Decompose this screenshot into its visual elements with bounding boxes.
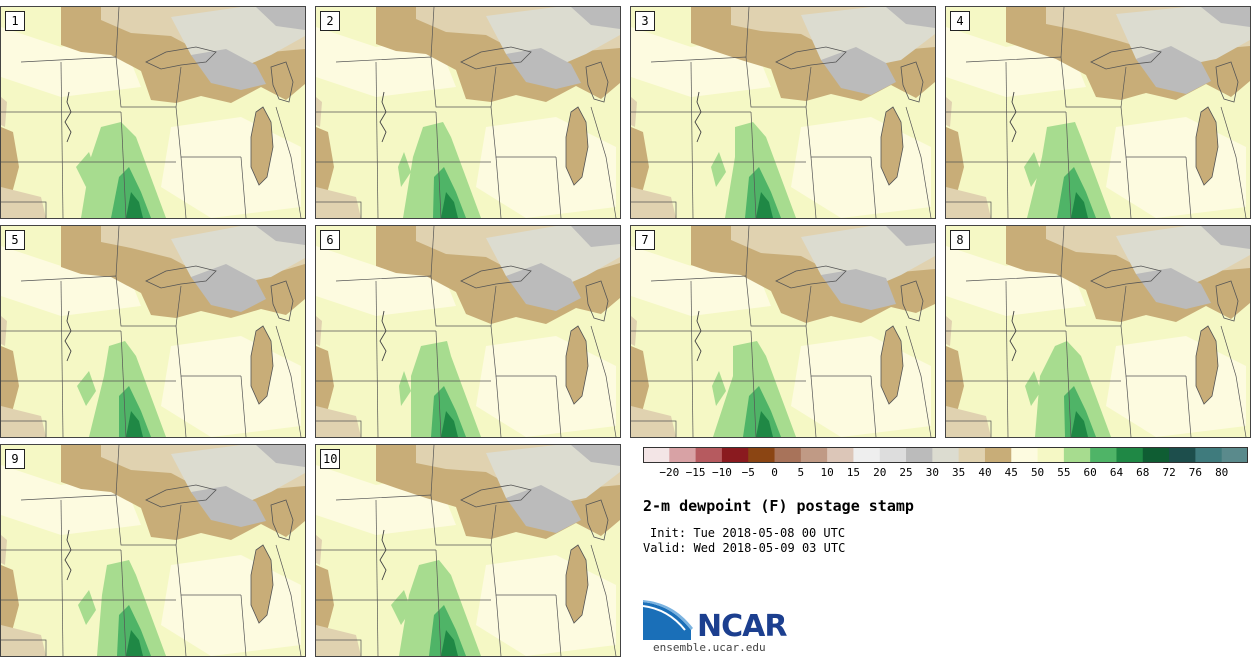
colorbar-swatch [853,447,881,463]
ncar-logo-icon [643,600,693,640]
member-map-panel: 4 [945,6,1251,219]
colorbar-tick-label: −5 [741,466,755,479]
colorbar-swatch [932,447,960,463]
colorbar-swatch [906,447,933,463]
colorbar-tick-label: 60 [1083,466,1097,479]
colorbar-swatch [774,447,802,463]
member-number-label: 7 [635,230,655,250]
plot-title: 2-m dewpoint (F) postage stamp [643,497,914,515]
colorbar-swatch [984,447,1012,463]
member-number-label: 3 [635,11,655,31]
colorbar-swatch [1221,447,1248,463]
colorbar-tick-label: 0 [771,466,778,479]
colorbar-swatch [1063,447,1091,463]
colorbar-swatch [1011,447,1039,463]
colorbar [643,447,1248,463]
member-map-panel: 5 [0,225,306,438]
colorbar-tick-label: 30 [925,466,939,479]
colorbar-tick-label: 72 [1162,466,1176,479]
colorbar-tick-label: 50 [1030,466,1045,479]
member-map-panel: 2 [315,6,621,219]
colorbar-swatch [879,447,907,463]
init-time: Init: Tue 2018-05-08 00 UTC [650,526,846,540]
colorbar-tick-label: 64 [1109,466,1124,479]
colorbar-tick-label: 25 [899,466,913,479]
colorbar-tick-label: 5 [797,466,805,479]
colorbar-swatch [1090,447,1117,463]
colorbar-swatch [1142,447,1170,463]
colorbar-tick-label: 68 [1136,466,1150,479]
member-map-panel: 1 [0,6,306,219]
colorbar-swatch [1037,447,1065,463]
colorbar-tick-label: −10 [711,466,732,479]
member-number-label: 2 [320,11,340,31]
colorbar-swatch [827,447,854,463]
colorbar-swatch [721,447,749,463]
colorbar-tick-label: 45 [1004,466,1018,479]
colorbar-swatch [748,447,776,463]
member-number-label: 10 [320,449,341,469]
colorbar-swatch [958,447,986,463]
colorbar-swatch [1169,447,1196,463]
colorbar-swatch [800,447,828,463]
member-map-panel: 9 [0,444,306,657]
colorbar-swatch [1195,447,1223,463]
member-map-panel: 6 [315,225,621,438]
colorbar-tick-label: 76 [1188,466,1203,479]
member-map-panel: 8 [945,225,1251,438]
colorbar-tick-label: −15 [685,466,706,479]
member-number-label: 8 [950,230,970,250]
member-number-label: 9 [5,449,25,469]
member-map-panel: 7 [630,225,936,438]
member-number-label: 4 [950,11,970,31]
colorbar-tick-label: 20 [873,466,887,479]
colorbar-tick-label: 40 [978,466,992,479]
colorbar-tick-label: 35 [952,466,966,479]
colorbar-swatch [695,447,723,463]
colorbar-tick-label: 55 [1057,466,1071,479]
member-number-label: 5 [5,230,25,250]
member-map-panel: 3 [630,6,936,219]
colorbar-tick-label: 80 [1215,466,1229,479]
valid-time: Valid: Wed 2018-05-09 03 UTC [643,541,846,555]
colorbar-tick-label: 10 [820,466,834,479]
member-map-panel: 10 [315,444,621,657]
colorbar-swatch [1116,447,1144,463]
member-number-label: 6 [320,230,340,250]
ncar-logo-text: NCAR [697,609,787,644]
colorbar-tick-label: −20 [659,466,680,479]
colorbar-swatch [643,447,670,463]
website-url: ensemble.ucar.edu [653,641,766,654]
member-number-label: 1 [5,11,25,31]
colorbar-swatch [669,447,697,463]
colorbar-tick-label: 15 [846,466,861,479]
